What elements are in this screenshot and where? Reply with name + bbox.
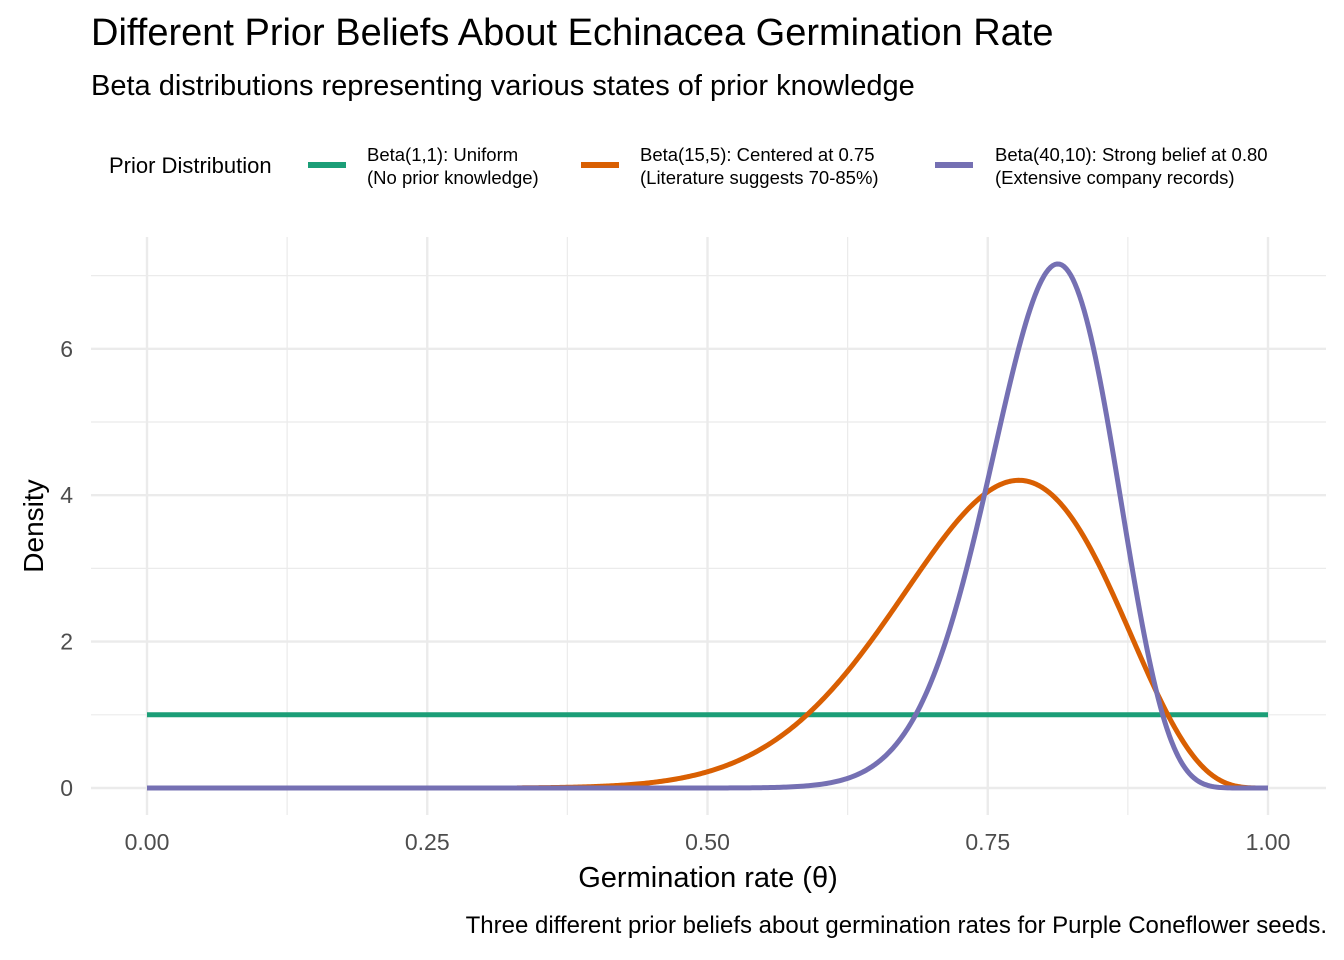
x-tick-label: 0.25 [405, 829, 450, 855]
legend-label-uniform: Beta(1,1): Uniform (No prior knowledge) [367, 143, 539, 189]
legend-label-beta-40-10-line2: (Extensive company records) [995, 167, 1235, 188]
x-tick-label: 0.75 [965, 829, 1010, 855]
x-tick-label: 0.50 [685, 829, 730, 855]
x-axis-label: Germination rate (θ) [578, 862, 838, 894]
y-tick-label: 2 [60, 629, 73, 655]
legend-label-beta-40-10-line1: Beta(40,10): Strong belief at 0.80 [995, 144, 1268, 165]
legend-label-beta-15-5-line2: (Literature suggests 70-85%) [640, 167, 879, 188]
chart-caption: Three different prior beliefs about germ… [465, 912, 1327, 939]
series-line-beta-15-5 [515, 477, 1269, 791]
series-lines [146, 261, 1269, 791]
legend-key-uniform [308, 162, 346, 168]
y-tick-label: 6 [60, 336, 73, 362]
y-tick-label: 4 [60, 482, 73, 508]
chart-subtitle: Beta distributions representing various … [91, 70, 915, 102]
legend-label-beta-40-10: Beta(40,10): Strong belief at 0.80 (Exten… [995, 143, 1268, 189]
y-tick-label: 0 [60, 775, 73, 801]
legend-label-uniform-line1: Beta(1,1): Uniform [367, 144, 519, 165]
y-axis-label: Density [18, 479, 49, 573]
chart-title: Different Prior Beliefs About Echinacea … [91, 12, 1054, 54]
legend-label-uniform-line2: (No prior knowledge) [367, 167, 539, 188]
legend-key-beta-40-10 [935, 162, 973, 168]
legend-label-beta-15-5: Beta(15,5): Centered at 0.75 (Literature … [640, 143, 879, 189]
legend-key-beta-15-5 [581, 162, 619, 168]
y-axis-ticks: 0 2 4 6 [60, 336, 73, 801]
x-axis-ticks: 0.00 0.25 0.50 0.75 1.00 [125, 829, 1291, 855]
x-tick-label: 1.00 [1246, 829, 1291, 855]
x-tick-label: 0.00 [125, 829, 170, 855]
series-line-beta-40-10 [146, 261, 1269, 791]
legend-label-beta-15-5-line1: Beta(15,5): Centered at 0.75 [640, 144, 875, 165]
legend-title: Prior Distribution [109, 153, 272, 178]
grid-major [91, 237, 1326, 815]
